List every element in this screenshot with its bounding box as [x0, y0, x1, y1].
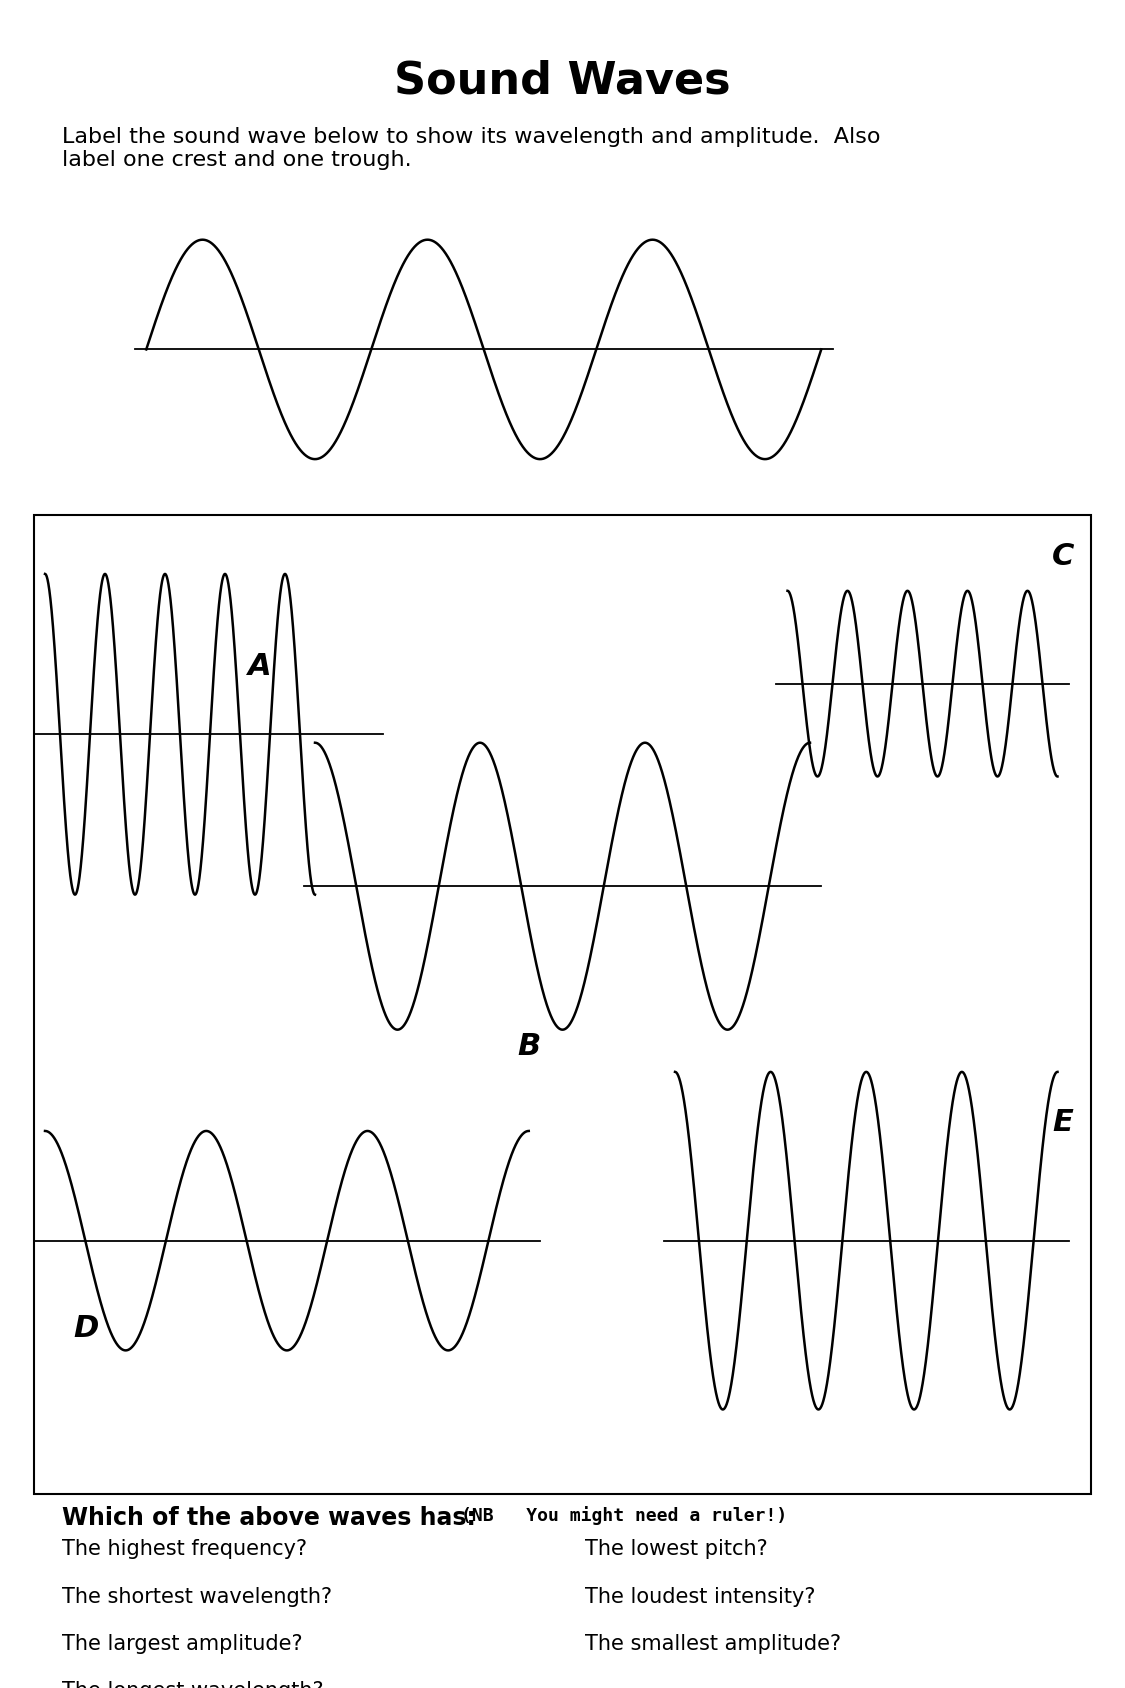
- Text: E: E: [1052, 1107, 1073, 1138]
- Bar: [34, 515, 1091, 1494]
- Text: Label the sound wave below to show its wavelength and amplitude.  Also
label one: Label the sound wave below to show its w…: [62, 127, 881, 170]
- Text: D: D: [73, 1313, 99, 1344]
- Text: The smallest amplitude?: The smallest amplitude?: [585, 1634, 842, 1654]
- Text: Sound Waves: Sound Waves: [394, 59, 731, 101]
- Text: The highest frequency?: The highest frequency?: [62, 1539, 307, 1560]
- Text: The longest wavelength?: The longest wavelength?: [62, 1681, 324, 1688]
- Text: The loudest intensity?: The loudest intensity?: [585, 1587, 816, 1607]
- Text: (NB   You might need a ruler!): (NB You might need a ruler!): [461, 1506, 788, 1524]
- Text: The largest amplitude?: The largest amplitude?: [62, 1634, 303, 1654]
- Text: A: A: [248, 652, 271, 682]
- Text: Which of the above waves has:: Which of the above waves has:: [62, 1506, 476, 1529]
- Text: The shortest wavelength?: The shortest wavelength?: [62, 1587, 332, 1607]
- Text: The lowest pitch?: The lowest pitch?: [585, 1539, 767, 1560]
- Text: C: C: [1052, 542, 1074, 572]
- Text: B: B: [518, 1031, 541, 1062]
